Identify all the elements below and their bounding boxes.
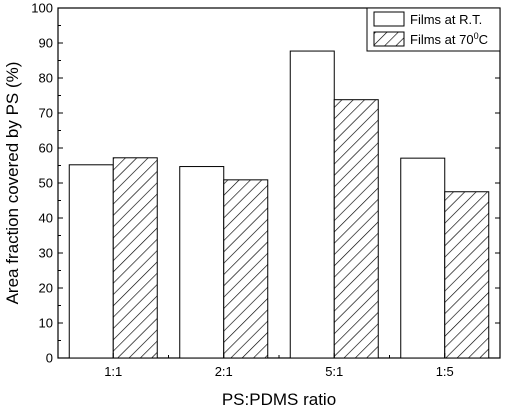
bar-films-70c (112, 157, 158, 359)
y-tick-label: 30 (39, 246, 53, 261)
legend: Films at R.T. Films at 700C (366, 7, 501, 52)
y-axis-title: Area fraction covered by PS (%) (3, 62, 22, 305)
y-tick-label: 0 (46, 351, 53, 366)
x-tick-label: 2:1 (215, 364, 233, 379)
y-tick-label: 80 (39, 71, 53, 86)
bar-films-70c (444, 191, 490, 359)
bar-films-rt (179, 166, 225, 359)
y-tick-label: 10 (39, 316, 53, 331)
bar-films-rt (400, 157, 446, 359)
y-tick-label: 90 (39, 36, 53, 51)
y-tick-label: 100 (31, 1, 53, 16)
bar-films-rt (68, 164, 114, 359)
legend-label-70c-sup: 0 (474, 31, 479, 41)
legend-label-70c-main: Films at 70 (410, 32, 474, 47)
y-tick-label: 40 (39, 211, 53, 226)
y-tick-label: 60 (39, 141, 53, 156)
x-tick-label: 1:5 (436, 364, 454, 379)
legend-label-rt: Films at R.T. (410, 12, 482, 27)
x-tick-label: 5:1 (325, 364, 343, 379)
y-tick-label: 50 (39, 176, 53, 191)
bar-films-rt (289, 50, 335, 359)
y-tick-label: 70 (39, 106, 53, 121)
legend-label-70c-suffix: C (479, 32, 488, 47)
bar-films-70c (333, 99, 379, 359)
x-axis: 1:1 2:1 5:1 1:5 (104, 353, 454, 379)
x-axis-title: PS:PDMS ratio (222, 390, 336, 409)
x-tick-label: 1:1 (104, 364, 122, 379)
legend-swatch-70c (373, 31, 405, 47)
bar-films-70c (223, 179, 269, 359)
legend-label-70c: Films at 700C (410, 31, 488, 47)
y-axis: 0 10 20 30 40 50 60 70 80 90 100 (31, 1, 500, 366)
bars-group (68, 50, 490, 359)
legend-swatch-rt (373, 11, 405, 27)
y-tick-label: 20 (39, 281, 53, 296)
